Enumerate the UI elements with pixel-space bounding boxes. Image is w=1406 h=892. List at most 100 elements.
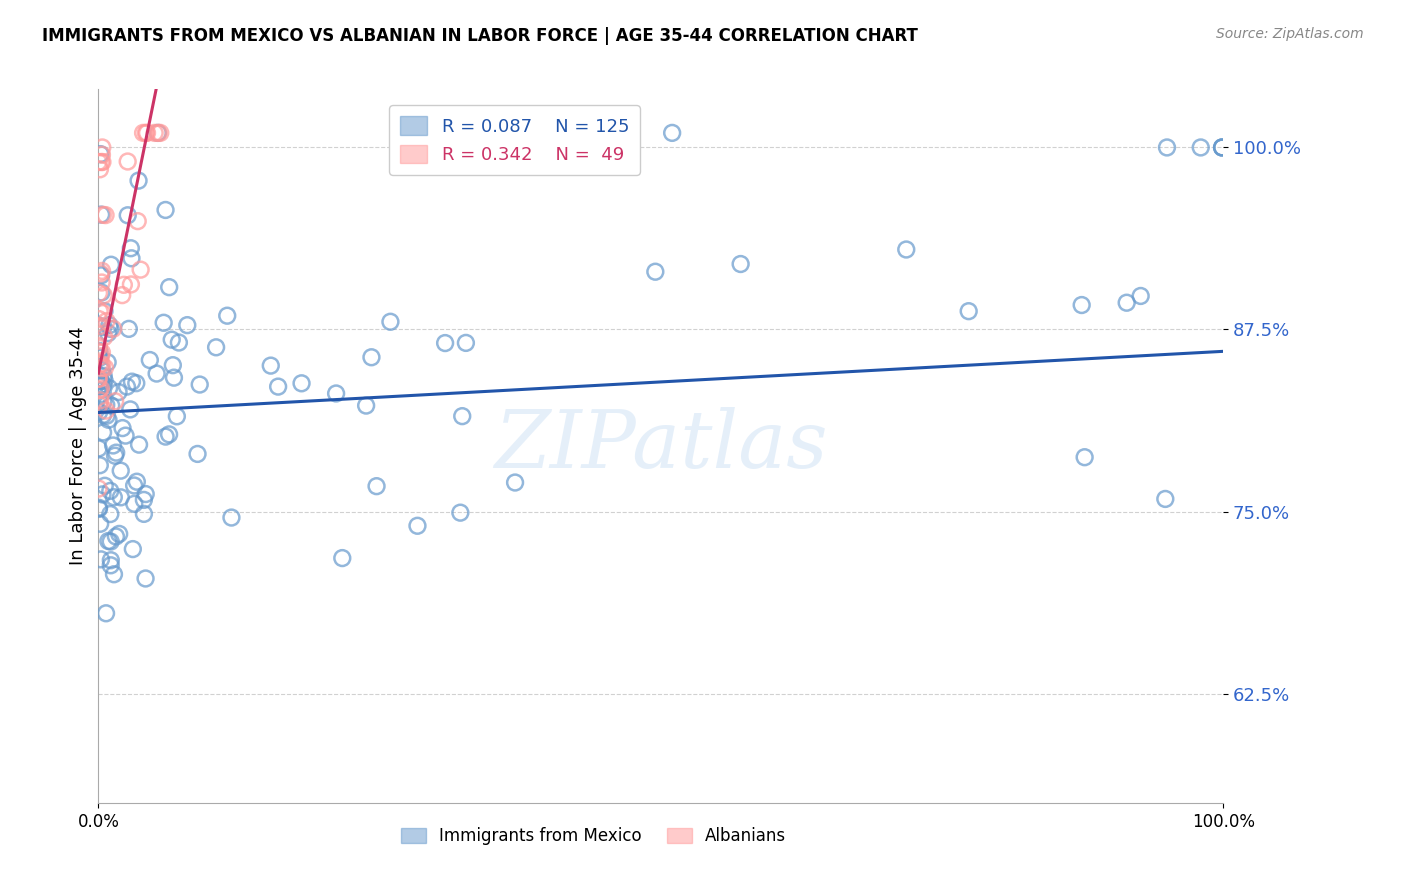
Immigrants from Mexico [89,147,111,161]
Immigrants from Mexico [96,409,118,423]
Immigrants from Mexico [97,355,120,369]
Albanians [87,286,110,301]
Albanians [112,277,135,292]
Albanians [94,208,117,222]
Immigrants from Mexico [188,377,211,392]
Immigrants from Mexico [896,243,918,257]
Immigrants from Mexico [98,483,121,498]
Immigrants from Mexico [90,378,112,392]
Legend: Immigrants from Mexico, Albanians: Immigrants from Mexico, Albanians [394,821,793,852]
Immigrants from Mexico [503,475,526,490]
Immigrants from Mexico [89,351,111,365]
Immigrants from Mexico [97,326,120,340]
Immigrants from Mexico [97,534,120,549]
Immigrants from Mexico [108,527,131,541]
Immigrants from Mexico [1211,140,1233,154]
Immigrants from Mexico [176,318,198,333]
Immigrants from Mexico [661,126,683,140]
Albanians [89,304,111,318]
Immigrants from Mexico [100,399,122,413]
Immigrants from Mexico [157,280,180,294]
Immigrants from Mexico [90,374,112,388]
Immigrants from Mexico [90,208,112,222]
Immigrants from Mexico [135,572,157,586]
Text: ZIPatlas: ZIPatlas [494,408,828,484]
Immigrants from Mexico [90,363,112,377]
Immigrants from Mexico [117,208,139,222]
Immigrants from Mexico [1211,140,1233,154]
Albanians [90,276,112,290]
Immigrants from Mexico [360,351,382,365]
Albanians [89,319,111,334]
Immigrants from Mexico [163,370,186,384]
Albanians [96,403,118,417]
Immigrants from Mexico [155,429,177,443]
Immigrants from Mexico [93,304,115,318]
Albanians [90,349,112,363]
Immigrants from Mexico [94,607,117,621]
Immigrants from Mexico [90,387,112,401]
Albanians [91,140,114,154]
Immigrants from Mexico [98,507,121,521]
Immigrants from Mexico [91,378,114,392]
Immigrants from Mexico [89,516,111,531]
Immigrants from Mexico [98,381,121,395]
Immigrants from Mexico [454,335,477,350]
Immigrants from Mexico [120,241,142,255]
Immigrants from Mexico [644,265,666,279]
Text: Source: ZipAtlas.com: Source: ZipAtlas.com [1216,27,1364,41]
Albanians [90,361,112,376]
Immigrants from Mexico [380,315,402,329]
Albanians [89,358,111,372]
Immigrants from Mexico [122,478,145,492]
Immigrants from Mexico [205,340,228,354]
Albanians [90,382,112,396]
Albanians [87,371,110,385]
Immigrants from Mexico [93,368,115,383]
Immigrants from Mexico [449,506,471,520]
Albanians [129,262,152,277]
Albanians [135,126,157,140]
Albanians [87,155,110,169]
Immigrants from Mexico [167,335,190,350]
Immigrants from Mexico [260,359,283,373]
Immigrants from Mexico [96,398,118,412]
Albanians [89,398,111,412]
Immigrants from Mexico [121,252,143,266]
Immigrants from Mexico [94,479,117,493]
Immigrants from Mexico [160,333,183,347]
Albanians [90,345,112,359]
Immigrants from Mexico [104,449,127,463]
Immigrants from Mexico [1189,140,1212,154]
Immigrants from Mexico [132,492,155,507]
Immigrants from Mexico [100,553,122,567]
Immigrants from Mexico [101,438,124,452]
Immigrants from Mexico [139,353,162,368]
Immigrants from Mexico [730,257,752,271]
Immigrants from Mexico [135,487,157,501]
Immigrants from Mexico [451,409,474,424]
Immigrants from Mexico [434,336,457,351]
Immigrants from Mexico [145,367,167,381]
Albanians [117,154,139,169]
Albanians [87,482,110,496]
Immigrants from Mexico [121,542,143,557]
Immigrants from Mexico [110,464,132,478]
Immigrants from Mexico [1129,289,1152,303]
Albanians [91,155,114,169]
Albanians [93,288,115,302]
Albanians [120,277,142,292]
Immigrants from Mexico [111,421,134,435]
Albanians [132,126,155,140]
Albanians [103,322,125,336]
Immigrants from Mexico [957,304,980,318]
Immigrants from Mexico [90,268,112,283]
Immigrants from Mexico [155,202,177,217]
Immigrants from Mexico [87,500,110,515]
Immigrants from Mexico [100,558,122,573]
Albanians [89,393,111,408]
Immigrants from Mexico [103,567,125,582]
Albanians [94,360,117,375]
Immigrants from Mexico [97,413,120,427]
Albanians [87,339,110,353]
